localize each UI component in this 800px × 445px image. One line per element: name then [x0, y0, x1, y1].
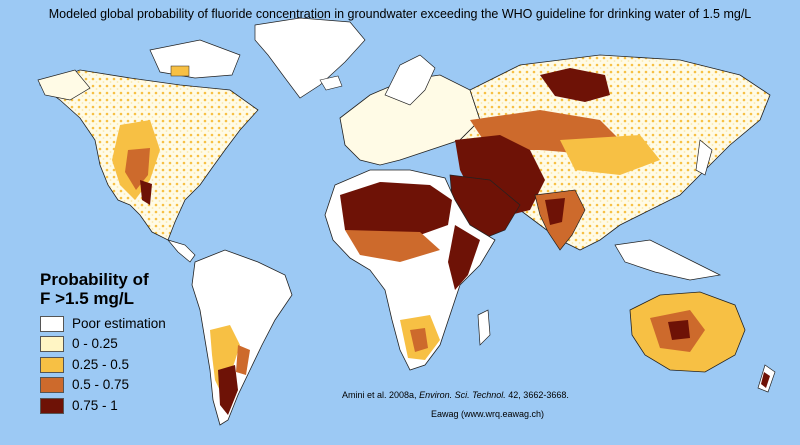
australia-high-zone: [668, 320, 690, 340]
nz-high-zone: [761, 372, 770, 388]
rift-high-zone: [448, 225, 480, 290]
india-high-zone: [545, 198, 565, 225]
arctic-islands: [149, 39, 241, 79]
andes-zone: [210, 325, 240, 395]
legend-label: 0 - 0.25: [72, 336, 118, 352]
citation-details: 42, 3662-3668.: [508, 390, 569, 400]
china-zone: [560, 135, 660, 175]
legend-label: 0.5 - 0.75: [72, 377, 130, 393]
legend-swatch: [40, 316, 64, 332]
citation-journal: Environ. Sci. Technol.: [419, 390, 506, 400]
arctic-island-high-patch: [170, 65, 190, 77]
southeast-asia: [614, 239, 722, 281]
legend-title: Probability of F >1.5 mg/L: [40, 270, 200, 308]
legend-title-line2: F >1.5 mg/L: [40, 289, 134, 308]
legend-item-0-0.25: 0 - 0.25: [40, 336, 200, 355]
citation-authors: Amini et al. 2008a,: [342, 390, 417, 400]
madagascar: [477, 309, 491, 346]
greenland: [254, 17, 366, 99]
south-america: [191, 249, 293, 426]
mexico-high-zone: [140, 180, 152, 205]
japan: [695, 139, 713, 176]
legend: Probability of F >1.5 mg/L Poor estimati…: [40, 270, 200, 418]
sahara-high-zone: [340, 182, 452, 240]
sahel-zone: [345, 230, 440, 262]
legend-swatch: [40, 377, 64, 394]
legend-item-poor-estimation: Poor estimation: [40, 316, 200, 335]
legend-item-0.5-0.75: 0.5 - 0.75: [40, 377, 200, 396]
alaska: [37, 69, 91, 101]
legend-swatch: [40, 336, 64, 353]
basin-zone: [125, 148, 150, 190]
chaco-zone: [236, 345, 250, 375]
legend-title-line1: Probability of: [40, 270, 149, 289]
patagonia-zone: [218, 365, 238, 415]
siberia-high-zone: [540, 68, 610, 102]
map-title: Modeled global probability of fluoride c…: [48, 7, 752, 21]
credit: Eawag (www.wrq.eawag.ch): [431, 409, 545, 419]
legend-item-0.25-0.5: 0.25 - 0.5: [40, 356, 200, 376]
citation: Amini et al. 2008a, Environ. Sci. Techno…: [342, 390, 569, 400]
legend-swatch: [40, 397, 64, 414]
legend-label: 0.25 - 0.5: [72, 356, 130, 372]
legend-item-0.75-1: 0.75 - 1: [40, 397, 200, 417]
kalahari-zone: [410, 328, 428, 352]
scandinavia: [384, 54, 436, 106]
legend-label: Poor estimation: [72, 316, 166, 331]
iceland: [319, 75, 343, 91]
legend-label: 0.75 - 1: [72, 397, 118, 413]
central-america: [166, 239, 196, 263]
legend-swatch: [40, 356, 64, 373]
